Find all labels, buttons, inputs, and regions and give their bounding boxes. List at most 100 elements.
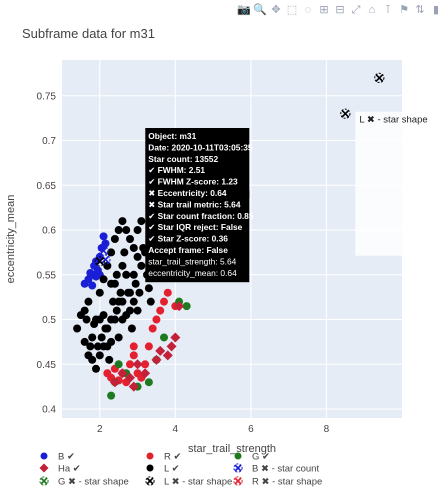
data-point-l[interactable] [103,324,112,333]
data-point-l[interactable] [84,351,93,360]
autoscale-icon[interactable]: ⤢ [351,4,361,16]
zoom-icon[interactable]: 🔍 [253,4,267,16]
data-point-l[interactable] [118,261,127,270]
data-point-l[interactable] [114,333,123,342]
data-point-l[interactable] [137,217,146,226]
data-point-l[interactable] [129,243,138,252]
data-point-r[interactable] [141,360,150,369]
data-point-l[interactable] [114,226,123,235]
legend-marker[interactable] [233,476,243,486]
data-point-l[interactable] [144,284,153,293]
data-point-l[interactable] [126,288,134,297]
data-point-ha[interactable] [109,377,120,388]
data-point-l[interactable] [112,306,121,315]
legend-item[interactable]: B ✖ - star count [233,463,320,475]
data-point-l[interactable] [122,270,131,279]
data-point-reject-l[interactable] [374,72,385,84]
legend-marker[interactable] [146,464,154,472]
data-point-l[interactable] [129,270,138,279]
data-point-ha[interactable] [170,332,181,343]
data-point-r[interactable] [148,324,157,333]
legend-marker[interactable] [234,452,242,460]
data-point-l[interactable] [122,311,131,320]
zoom-in-icon[interactable]: ⊞ [319,4,329,16]
data-point-l[interactable] [95,288,104,297]
data-point-b[interactable] [99,232,108,241]
data-point-l[interactable] [110,235,119,243]
data-point-l[interactable] [99,275,108,284]
box-select-icon[interactable]: ⬚ [286,4,298,16]
data-point-r[interactable] [129,342,138,351]
hover-closest-icon[interactable]: ⚑ [399,4,409,16]
data-point-l[interactable] [127,324,136,333]
legend-item[interactable]: G ✖ - star shape [39,476,129,488]
pan-icon[interactable]: ✥ [271,4,281,16]
data-point-l[interactable] [97,333,106,342]
legend-item[interactable]: Ha ✔ [39,463,81,475]
data-point-l[interactable] [122,226,131,235]
data-point-b[interactable] [101,239,110,248]
data-point-g[interactable] [107,391,116,400]
data-point-l[interactable] [120,248,129,257]
legend-item[interactable]: B ✔ [40,452,75,463]
legend-item[interactable]: R ✖ - star shape [233,476,322,488]
data-point-ha[interactable] [117,368,128,379]
data-point-r[interactable] [126,360,134,369]
data-point-l[interactable] [107,337,116,346]
data-point-l[interactable] [99,342,108,351]
legend-item[interactable]: R ✔ [146,452,182,463]
data-point-l[interactable] [93,342,102,351]
data-point-ha[interactable] [166,341,177,352]
legend-marker[interactable] [39,476,49,486]
camera-icon[interactable]: 📷 [237,4,251,16]
data-point-g[interactable] [114,360,123,369]
data-point-l[interactable] [133,306,142,315]
data-point-l[interactable] [80,306,89,315]
data-point-l[interactable] [86,342,95,351]
data-point-l[interactable] [110,315,119,324]
data-point-l[interactable] [95,315,104,324]
data-point-r[interactable] [129,351,138,360]
data-point-l[interactable] [73,324,82,333]
zoom-out-icon[interactable]: ⊟ [335,4,345,16]
data-point-l[interactable] [137,261,146,270]
data-point-r[interactable] [144,342,153,351]
legend-marker[interactable] [145,476,155,486]
data-point-r[interactable] [160,297,168,306]
data-point-l[interactable] [129,297,138,306]
data-point-l[interactable] [82,315,91,324]
data-point-l[interactable] [146,297,155,306]
data-point-l[interactable] [118,217,127,226]
data-point-b[interactable] [88,281,97,290]
data-point-l[interactable] [133,252,142,261]
legend-marker[interactable] [40,452,48,460]
hover-compare-icon[interactable]: ⇅ [415,4,425,16]
data-point-reject-l[interactable] [94,256,105,267]
data-point-l[interactable] [112,270,121,279]
data-point-l[interactable] [116,288,125,297]
data-point-l[interactable] [126,235,134,243]
data-point-ha[interactable] [174,301,185,312]
data-point-ha[interactable] [128,381,139,392]
data-point-g[interactable] [160,333,168,342]
legend-marker[interactable] [233,463,243,473]
data-point-l[interactable] [109,297,117,306]
reset-axes-icon[interactable]: ⌂ [368,4,376,16]
legend-item[interactable]: G ✔ [234,452,271,463]
data-point-ha[interactable] [162,350,173,361]
data-point-r[interactable] [152,315,161,324]
data-point-l[interactable] [92,364,100,373]
plotly-logo-icon[interactable]: ▮ [432,4,440,16]
data-point-l[interactable] [105,355,114,364]
data-point-ha[interactable] [132,359,143,370]
data-point-l[interactable] [131,279,140,288]
data-point-g[interactable] [144,378,153,387]
legend-marker[interactable] [146,452,154,460]
data-point-b[interactable] [88,270,97,279]
data-point-l[interactable] [84,297,93,306]
data-point-g[interactable] [182,302,191,311]
spike-lines-icon[interactable]: ⊺ [385,4,391,16]
lasso-icon[interactable]: ◌ [304,4,312,16]
data-point-ha[interactable] [155,345,166,356]
data-point-ha[interactable] [151,354,162,365]
